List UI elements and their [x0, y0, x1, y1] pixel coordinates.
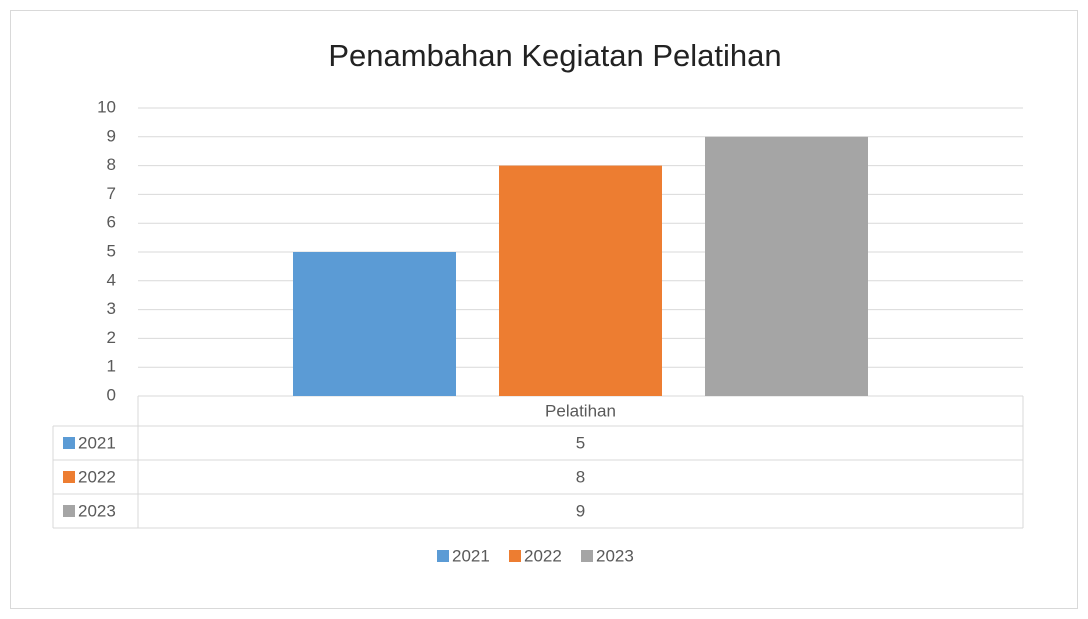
x-tick-label: Pelatihan — [545, 401, 616, 420]
y-tick-label: 8 — [107, 155, 116, 174]
table-legend-key — [63, 471, 75, 483]
table-legend-key — [63, 505, 75, 517]
table-legend-key — [63, 437, 75, 449]
table-row-label: 2022 — [78, 467, 116, 486]
y-tick-label: 4 — [107, 270, 116, 289]
bar — [293, 252, 456, 396]
y-tick-label: 6 — [107, 213, 116, 232]
legend-key — [437, 550, 449, 562]
table-row-label: 2023 — [78, 501, 116, 520]
legend-label: 2021 — [452, 546, 490, 565]
table-row-label: 2021 — [78, 433, 116, 452]
y-tick-label: 1 — [107, 357, 116, 376]
y-tick-label: 5 — [107, 241, 116, 260]
y-tick-label: 2 — [107, 328, 116, 347]
legend-key — [509, 550, 521, 562]
y-tick-label: 0 — [107, 385, 116, 404]
y-tick-label: 9 — [107, 126, 116, 145]
chart-title: Penambahan Kegiatan Pelatihan — [328, 38, 781, 73]
y-tick-label: 3 — [107, 299, 116, 318]
legend-key — [581, 550, 593, 562]
y-tick-label: 7 — [107, 184, 116, 203]
legend-label: 2023 — [596, 546, 634, 565]
table-value: 8 — [576, 467, 585, 486]
bar — [705, 136, 868, 397]
table-value: 9 — [576, 501, 585, 520]
y-tick-label: 10 — [97, 97, 116, 116]
table-value: 5 — [576, 433, 585, 452]
legend-label: 2022 — [524, 546, 562, 565]
bar — [499, 165, 662, 396]
